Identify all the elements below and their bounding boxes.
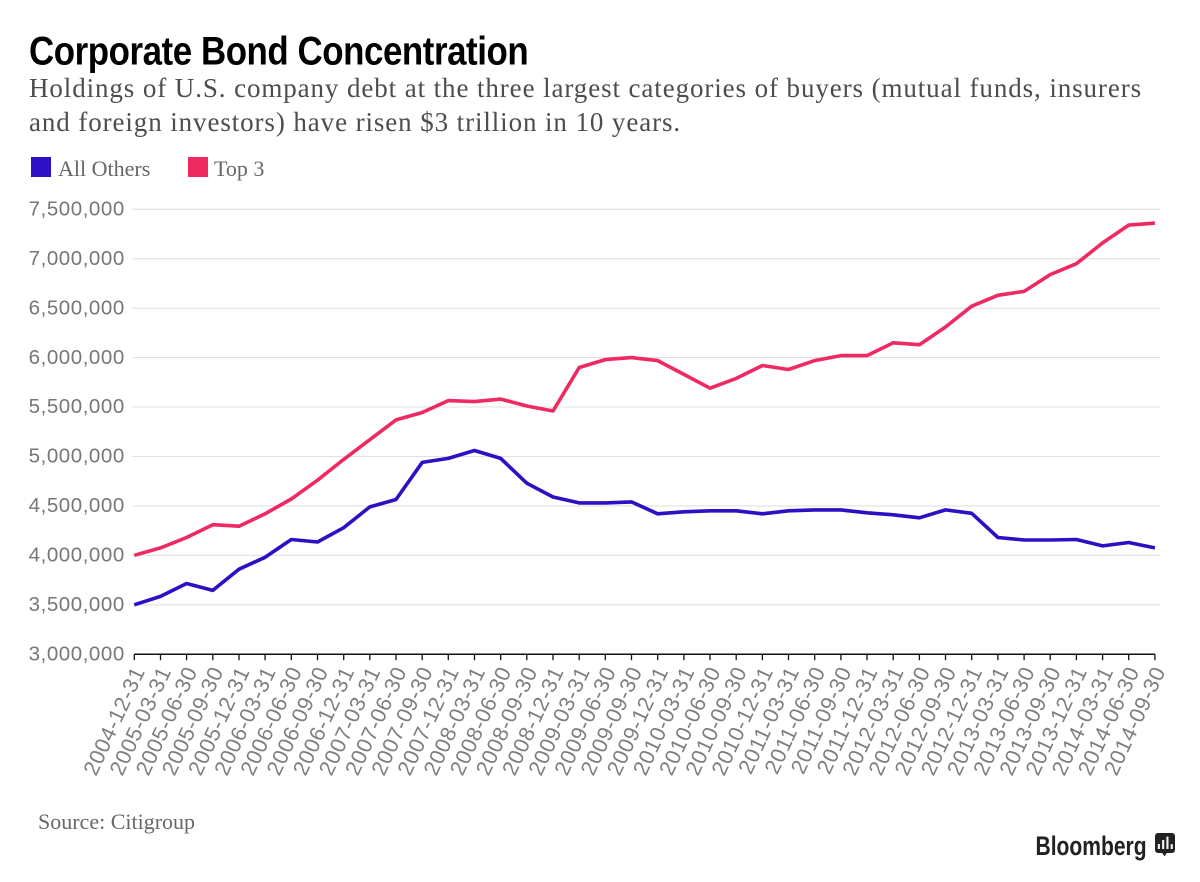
svg-text:4,000,000: 4,000,000 [29, 544, 125, 567]
svg-text:7,000,000: 7,000,000 [29, 247, 125, 270]
svg-text:Bloomberg: Bloomberg [1036, 832, 1147, 862]
svg-text:Corporate Bond Concentration: Corporate Bond Concentration [29, 28, 528, 73]
svg-text:3,000,000: 3,000,000 [29, 642, 125, 665]
svg-text:4,500,000: 4,500,000 [29, 494, 125, 517]
svg-text:7,500,000: 7,500,000 [29, 198, 125, 221]
svg-text:3,500,000: 3,500,000 [29, 593, 125, 616]
svg-text:6,000,000: 6,000,000 [29, 346, 125, 369]
svg-text:6,500,000: 6,500,000 [29, 296, 125, 319]
svg-text:5,500,000: 5,500,000 [29, 395, 125, 418]
svg-text:5,000,000: 5,000,000 [29, 445, 125, 468]
